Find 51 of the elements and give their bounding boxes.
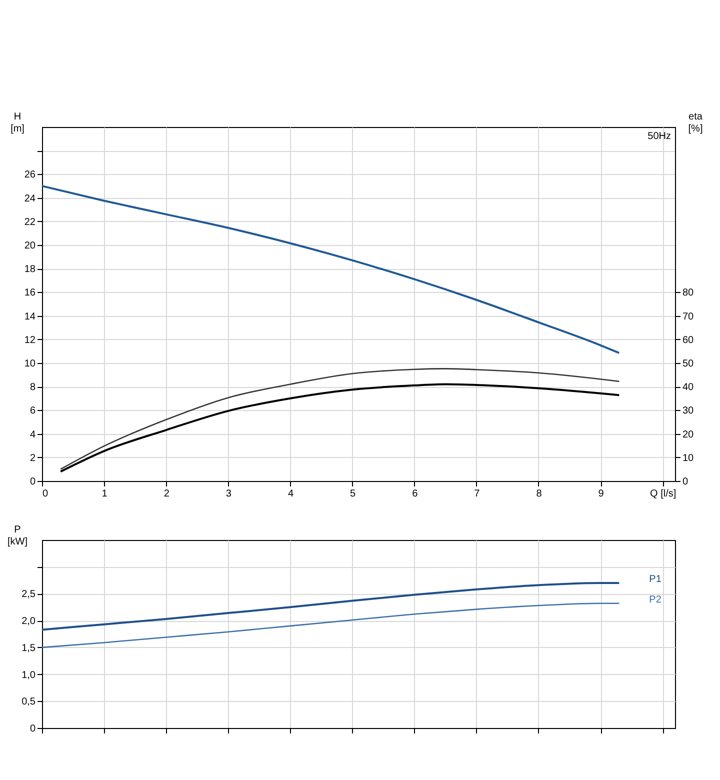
y-tick-label: 24 [24,193,36,204]
y2-tick-label: 20 [682,429,694,440]
y-axis-title: H [m] [10,112,25,134]
text: P1 [649,574,662,585]
x-tick-label: 1 [102,488,108,500]
y-axis-title: P [kW] [8,524,28,548]
x-tick-label: 0 [42,488,48,500]
y2-tick-label: 80 [682,288,694,299]
y-tick-label: 2,5 [22,589,36,600]
x-tick-label: 6 [412,488,418,500]
y-tick-label: 2 [30,452,36,464]
y2-tick-label: 0 [682,476,688,488]
y-tick-label: 0 [30,476,36,488]
y-tick-label: 22 [24,216,36,228]
x-tick-label: 7 [474,488,480,500]
y2-tick-label: 40 [682,382,694,394]
y-tick-label: 6 [30,406,36,417]
y-tick-label: 14 [24,311,36,322]
y-tick-label: 0 [30,724,36,734]
y-tick-label: 10 [24,358,36,370]
y-tick-label: 8 [30,382,36,394]
x-tick-label: 3 [226,488,232,500]
y2-tick-label: 30 [682,406,694,417]
text: P2 [649,594,662,606]
y2-tick-label: 70 [682,311,694,322]
y-tick-label: 12 [24,334,36,346]
y2-tick-label: 60 [682,334,694,346]
y-tick-label: 18 [24,264,36,276]
y2-axis-title: eta [%] [688,112,703,134]
line-series [41,602,620,648]
y-tick-label: 2,0 [22,616,36,628]
line-series [60,368,620,470]
y-tick-label: 4 [30,429,36,440]
line-series [41,185,620,354]
y-tick-label: 1,5 [22,642,36,654]
x-tick-label: Q [l/s] [650,488,676,500]
line-series [41,582,620,631]
x-tick-label: 5 [350,488,356,500]
x-tick-label: 4 [288,488,294,500]
y-tick-label: 26 [24,170,36,181]
x-tick-label: 9 [598,488,604,500]
annotation: 50Hz [648,131,671,142]
y2-tick-label: 10 [682,452,694,464]
y-tick-label: 0,5 [22,696,36,708]
y2-tick-label: 50 [682,358,694,370]
y-tick-label: 20 [24,240,36,252]
y-tick-label: 16 [24,288,36,299]
x-tick-label: 2 [164,488,170,500]
y-tick-label: 1,0 [22,670,36,681]
line-series [60,383,620,473]
x-tick-label: 8 [536,488,542,500]
